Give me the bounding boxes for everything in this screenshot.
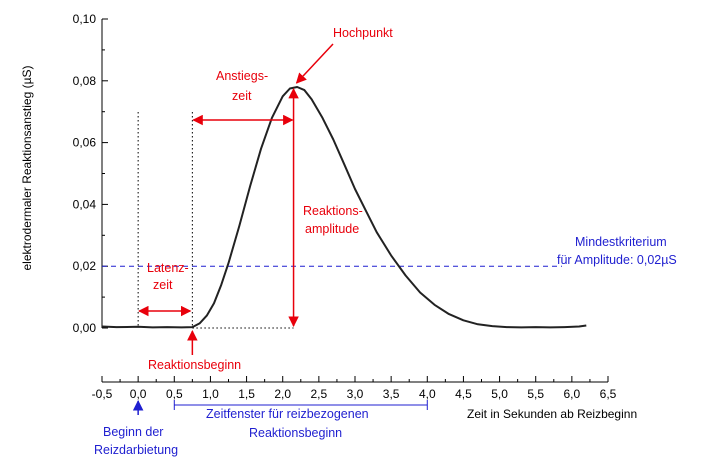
x-tick-label: 3,0 bbox=[347, 387, 364, 401]
reference-lines bbox=[102, 112, 562, 329]
latency-label-2: zeit bbox=[153, 278, 173, 292]
y-axis-title: elektrodermaler Reaktionsanstieg (µS) bbox=[20, 65, 34, 270]
plot-area bbox=[101, 86, 587, 329]
eda-curve bbox=[101, 86, 587, 329]
amplitude-label-2: amplitude bbox=[305, 222, 359, 236]
x-tick-label: 5,0 bbox=[491, 387, 508, 401]
rise-time-label-2: zeit bbox=[232, 89, 252, 103]
x-tick-label: 6,0 bbox=[564, 387, 581, 401]
y-tick-label: 0,02 bbox=[73, 259, 97, 273]
x-tick-label: 5,5 bbox=[527, 387, 544, 401]
reaction-onset-label: Reaktionsbeginn bbox=[148, 358, 241, 372]
x-tick-label: 2,0 bbox=[274, 387, 291, 401]
x-tick-label: 0,0 bbox=[130, 387, 147, 401]
latency-label-1: Latenz- bbox=[147, 261, 189, 275]
annotations bbox=[132, 43, 428, 415]
amplitude-label-1: Reaktions- bbox=[303, 204, 363, 218]
y-tick-label: 0,04 bbox=[73, 197, 97, 211]
x-tick-label: 0,5 bbox=[166, 387, 183, 401]
x-tick-label: 1,5 bbox=[238, 387, 255, 401]
window-label-1: Zeitfenster für reizbezogenen bbox=[206, 407, 369, 421]
stimulus-onset-label-1: Beginn der bbox=[103, 425, 163, 439]
x-tick-label: 1,0 bbox=[202, 387, 219, 401]
criterion-label-1: Mindestkriterium bbox=[575, 235, 667, 249]
y-tick-label: 0,00 bbox=[73, 321, 97, 335]
x-tick-label: 4,5 bbox=[455, 387, 472, 401]
x-tick-label: 4,0 bbox=[419, 387, 436, 401]
stimulus-onset-label-2: Reizdarbietung bbox=[94, 443, 178, 457]
peak-label: Hochpunkt bbox=[333, 26, 393, 40]
rise-time-label-1: Anstiegs- bbox=[216, 69, 268, 83]
x-tick-label: 3,5 bbox=[383, 387, 400, 401]
criterion-label-2: für Amplitude: 0,02µS bbox=[557, 253, 677, 267]
axes: 0,00 0,02 0,04 0,06 0,08 0,10 -0,5 0,0 0,5 1,0 1,5… bbox=[73, 12, 617, 401]
x-tick-label: 6,5 bbox=[600, 387, 617, 401]
x-axis-title: Zeit in Sekunden ab Reizbeginn bbox=[467, 407, 637, 421]
y-tick-label: 0,08 bbox=[73, 74, 97, 88]
x-tick-label: 2,5 bbox=[311, 387, 328, 401]
window-label-2: Reaktionsbeginn bbox=[249, 426, 342, 440]
x-tick-label: -0,5 bbox=[92, 387, 113, 401]
y-tick-label: 0,10 bbox=[73, 12, 97, 26]
peak-arrow bbox=[295, 43, 334, 84]
y-tick-label: 0,06 bbox=[73, 136, 97, 150]
